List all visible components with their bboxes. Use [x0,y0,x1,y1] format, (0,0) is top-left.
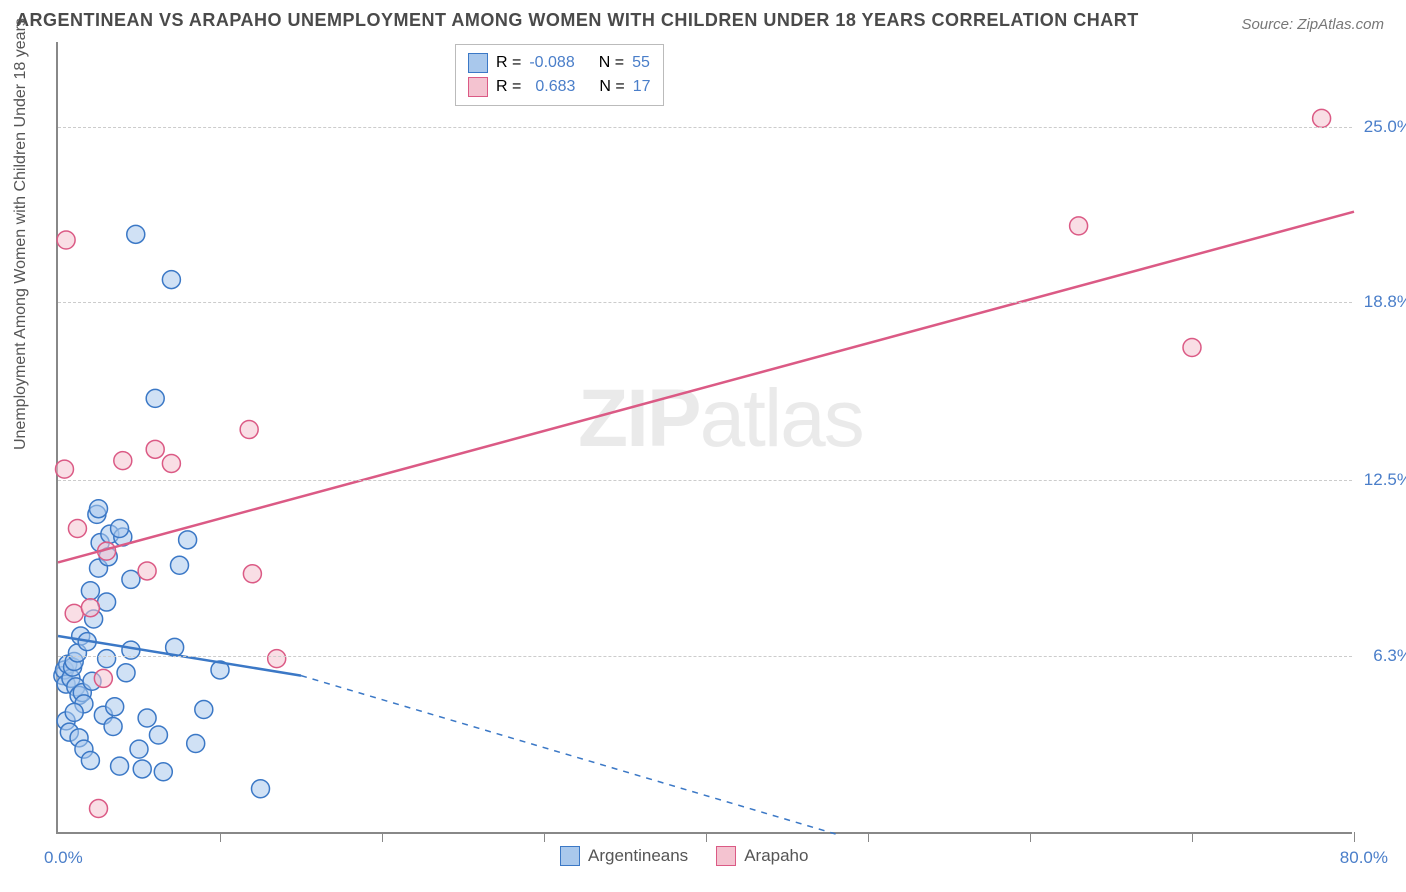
trend-line [58,212,1354,563]
data-point [81,582,99,600]
x-tick [220,832,221,842]
data-point [162,454,180,472]
data-point [90,500,108,518]
x-tick [1030,832,1031,842]
data-point [162,271,180,289]
data-point [81,751,99,769]
data-point [1313,109,1331,127]
r-label: R = [496,75,521,99]
data-point [171,556,189,574]
data-point [130,740,148,758]
data-point [117,664,135,682]
r-value-arg: -0.088 [529,51,574,75]
data-point [111,520,129,538]
series-legend: Argentineans Arapaho [560,846,808,866]
data-point [106,698,124,716]
stats-row-argentineans: R = -0.088 N = 55 [468,51,651,75]
data-point [98,650,116,668]
gridline [58,480,1352,481]
gridline [58,302,1352,303]
legend-item-arapaho: Arapaho [716,846,808,866]
data-point [1070,217,1088,235]
data-point [138,709,156,727]
data-point [268,650,286,668]
stats-legend: R = -0.088 N = 55 R = 0.683 N = 17 [455,44,664,106]
data-point [146,440,164,458]
y-tick-label: 18.8% [1364,292,1406,312]
x-max-label: 80.0% [1340,848,1388,868]
x-tick [868,832,869,842]
data-point [68,520,86,538]
stats-row-arapaho: R = 0.683 N = 17 [468,75,651,99]
swatch-icon [560,846,580,866]
x-tick [706,832,707,842]
data-point [179,531,197,549]
plot-area: ZIPatlas R = -0.088 N = 55 R = 0.683 N =… [56,42,1352,834]
data-point [252,780,270,798]
legend-item-argentineans: Argentineans [560,846,688,866]
n-value-arg: 55 [632,51,650,75]
data-point [187,734,205,752]
r-label: R = [496,51,521,75]
n-value-ara: 17 [633,75,651,99]
chart-title: ARGENTINEAN VS ARAPAHO UNEMPLOYMENT AMON… [16,10,1139,31]
data-point [122,570,140,588]
swatch-icon [468,77,488,97]
source-text: Source: ZipAtlas.com [1241,16,1384,33]
data-point [90,800,108,818]
data-point [65,703,83,721]
data-point [57,231,75,249]
swatch-icon [468,53,488,73]
data-point [240,421,258,439]
data-point [146,389,164,407]
legend-label: Arapaho [744,846,808,866]
data-point [94,669,112,687]
y-axis-label: Unemployment Among Women with Children U… [12,18,30,450]
data-point [65,604,83,622]
data-point [243,565,261,583]
n-label: N = [599,75,624,99]
n-label: N = [599,51,624,75]
x-tick [1354,832,1355,842]
r-value-ara: 0.683 [535,75,575,99]
data-point [195,701,213,719]
data-point [98,593,116,611]
gridline [58,656,1352,657]
data-point [127,225,145,243]
x-min-label: 0.0% [44,848,83,868]
data-point [133,760,151,778]
data-point [154,763,172,781]
chart-svg [58,42,1352,832]
data-point [104,718,122,736]
trend-line-dashed [301,676,836,834]
data-point [55,460,73,478]
x-tick [1192,832,1193,842]
data-point [1183,338,1201,356]
gridline [58,127,1352,128]
legend-label: Argentineans [588,846,688,866]
swatch-icon [716,846,736,866]
y-tick-label: 25.0% [1364,117,1406,137]
y-tick-label: 12.5% [1364,470,1406,490]
y-tick-label: 6.3% [1373,646,1406,666]
data-point [149,726,167,744]
data-point [138,562,156,580]
data-point [111,757,129,775]
x-tick [544,832,545,842]
data-point [114,452,132,470]
x-tick [382,832,383,842]
data-point [81,599,99,617]
